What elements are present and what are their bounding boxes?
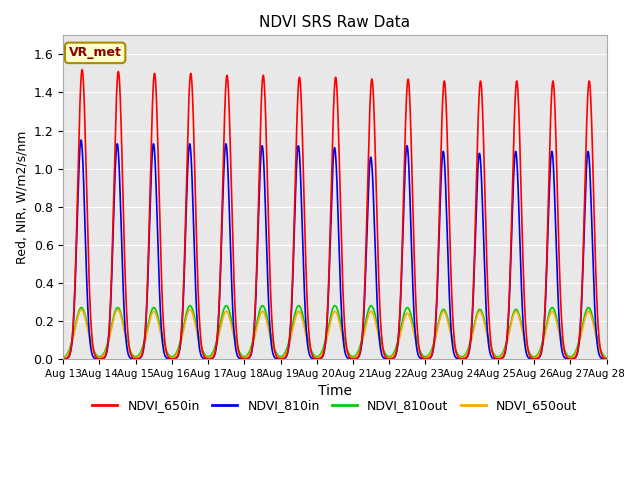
- Legend: NDVI_650in, NDVI_810in, NDVI_810out, NDVI_650out: NDVI_650in, NDVI_810in, NDVI_810out, NDV…: [88, 395, 582, 418]
- Title: NDVI SRS Raw Data: NDVI SRS Raw Data: [259, 15, 410, 30]
- Line: NDVI_810in: NDVI_810in: [63, 140, 607, 359]
- NDVI_650in: [266, 256, 273, 262]
- NDVI_810out: [223, 303, 230, 309]
- NDVI_650out: [60, 355, 67, 361]
- Y-axis label: Red, NIR, W/m2/s/nm: Red, NIR, W/m2/s/nm: [15, 131, 28, 264]
- NDVI_650out: [547, 311, 554, 317]
- NDVI_650out: [443, 314, 451, 320]
- NDVI_810out: [443, 312, 451, 317]
- NDVI_650out: [429, 346, 436, 351]
- NDVI_810in: [547, 167, 554, 173]
- NDVI_650in: [603, 356, 611, 362]
- NDVI_650out: [230, 332, 237, 337]
- NDVI_650in: [429, 348, 436, 353]
- NDVI_810in: [443, 212, 451, 218]
- NDVI_650out: [114, 307, 122, 312]
- NDVI_810in: [77, 137, 85, 143]
- NDVI_810in: [429, 349, 436, 355]
- NDVI_650in: [394, 344, 401, 350]
- NDVI_810in: [60, 356, 67, 362]
- NDVI_650in: [60, 356, 67, 362]
- NDVI_650in: [78, 67, 86, 72]
- NDVI_650out: [603, 355, 611, 361]
- Text: VR_met: VR_met: [68, 47, 122, 60]
- NDVI_810in: [603, 356, 611, 362]
- NDVI_650out: [266, 331, 273, 337]
- NDVI_810in: [394, 346, 401, 351]
- NDVI_810out: [266, 326, 273, 332]
- NDVI_810in: [266, 317, 273, 323]
- Line: NDVI_650out: NDVI_650out: [63, 310, 607, 358]
- X-axis label: Time: Time: [318, 384, 352, 398]
- NDVI_810out: [547, 307, 554, 313]
- Line: NDVI_810out: NDVI_810out: [63, 306, 607, 358]
- NDVI_810out: [230, 327, 237, 333]
- NDVI_650in: [547, 131, 554, 136]
- NDVI_810in: [230, 319, 237, 325]
- Line: NDVI_650in: NDVI_650in: [63, 70, 607, 359]
- NDVI_810out: [394, 341, 401, 347]
- NDVI_650in: [230, 260, 237, 265]
- NDVI_650in: [443, 115, 451, 121]
- NDVI_810out: [603, 355, 611, 361]
- NDVI_650out: [394, 344, 401, 350]
- NDVI_810out: [60, 355, 67, 361]
- NDVI_810out: [429, 344, 436, 349]
